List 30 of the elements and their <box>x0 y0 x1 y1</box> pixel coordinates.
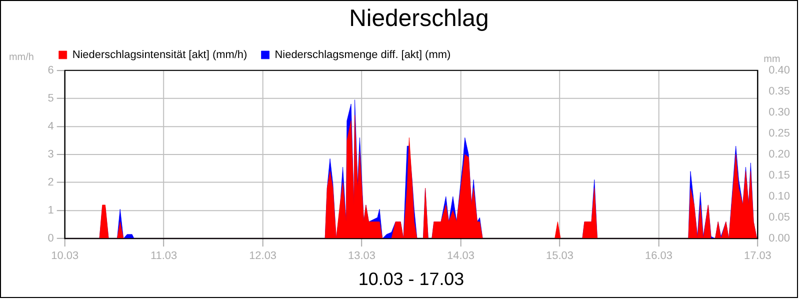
y2-tick-label: 0.00 <box>768 232 790 245</box>
y-tick-label: 6 <box>48 64 54 76</box>
x-tick-label: 13.03 <box>348 250 376 262</box>
x-tick-label: 16.03 <box>644 250 672 262</box>
y2-tick-label: 0.10 <box>768 190 790 203</box>
x-axis-title: 10.03 - 17.03 <box>358 269 464 290</box>
y2-tick-label: 0.35 <box>768 85 790 98</box>
y2-tick-label: 0.20 <box>768 148 790 160</box>
x-tick-label: 15.03 <box>546 250 574 262</box>
x-tick-label: 11.03 <box>150 250 178 262</box>
x-tick-label: 10.03 <box>51 250 79 262</box>
x-tick-label: 17.03 <box>744 250 772 262</box>
chart-title: Niederschlag <box>349 4 489 32</box>
y2-tick-label: 0.40 <box>768 64 790 76</box>
y-tick-label: 5 <box>48 92 54 104</box>
legend-label: Niederschlagsmenge diff. [akt] (mm) <box>274 48 451 61</box>
y-tick-label: 1 <box>48 204 54 217</box>
y2-tick-label: 0.15 <box>768 170 790 182</box>
y-axis-title: mm/h <box>8 52 34 64</box>
x-tick-label: 12.03 <box>249 250 277 262</box>
y2-axis-title: mm <box>764 54 780 66</box>
x-tick-label: 14.03 <box>447 250 474 262</box>
y-tick-label: 3 <box>48 148 54 160</box>
legend-label: Niederschlagsintensität [akt] (mm/h) <box>72 48 248 61</box>
y2-tick-label: 0.30 <box>768 106 790 118</box>
y-tick-label: 2 <box>48 176 54 189</box>
y-tick-label: 4 <box>48 120 54 132</box>
y-tick-label: 0 <box>48 232 54 245</box>
y2-tick-label: 0.25 <box>768 127 790 140</box>
y2-tick-label: 0.05 <box>768 212 790 224</box>
